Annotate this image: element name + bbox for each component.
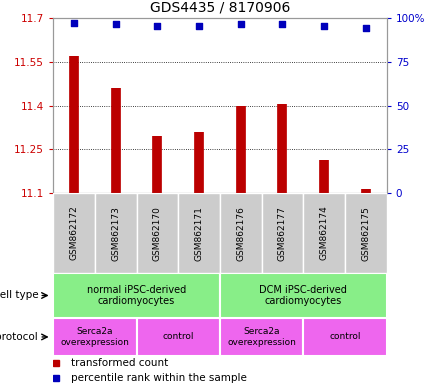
Point [363,25,369,31]
Text: Serca2a
overexpression: Serca2a overexpression [60,327,129,347]
Bar [178,193,220,273]
Point [196,23,202,29]
Bar [220,193,262,273]
Bar [53,193,95,273]
Bar [136,318,220,356]
Point [154,23,161,29]
Point [279,21,286,27]
Bar [220,318,303,356]
Text: GSM862170: GSM862170 [153,206,162,260]
Point [321,23,328,29]
Bar [303,318,387,356]
Bar [53,273,220,318]
Text: GSM862174: GSM862174 [320,206,329,260]
Bar [136,193,178,273]
Bar [53,318,136,356]
Title: GDS4435 / 8170906: GDS4435 / 8170906 [150,0,290,14]
Text: Serca2a
overexpression: Serca2a overexpression [227,327,296,347]
Text: GSM862175: GSM862175 [361,206,371,260]
Text: GSM862172: GSM862172 [69,206,79,260]
Text: control: control [329,333,361,341]
Text: cell type: cell type [0,290,38,301]
Text: GSM862177: GSM862177 [278,206,287,260]
Text: GSM862176: GSM862176 [236,206,245,260]
Point [238,21,244,27]
Bar [220,273,387,318]
Bar [303,193,345,273]
Bar [345,193,387,273]
Text: normal iPSC-derived
cardiomyocytes: normal iPSC-derived cardiomyocytes [87,285,186,306]
Text: GSM862173: GSM862173 [111,206,120,260]
Bar [262,193,303,273]
Text: transformed count: transformed count [71,358,169,368]
Point [112,21,119,27]
Text: percentile rank within the sample: percentile rank within the sample [71,373,247,383]
Text: GSM862171: GSM862171 [195,206,204,260]
Text: DCM iPSC-derived
cardiomyocytes: DCM iPSC-derived cardiomyocytes [259,285,347,306]
Point [71,20,77,26]
Bar [95,193,136,273]
Text: protocol: protocol [0,332,38,342]
Text: control: control [162,333,194,341]
